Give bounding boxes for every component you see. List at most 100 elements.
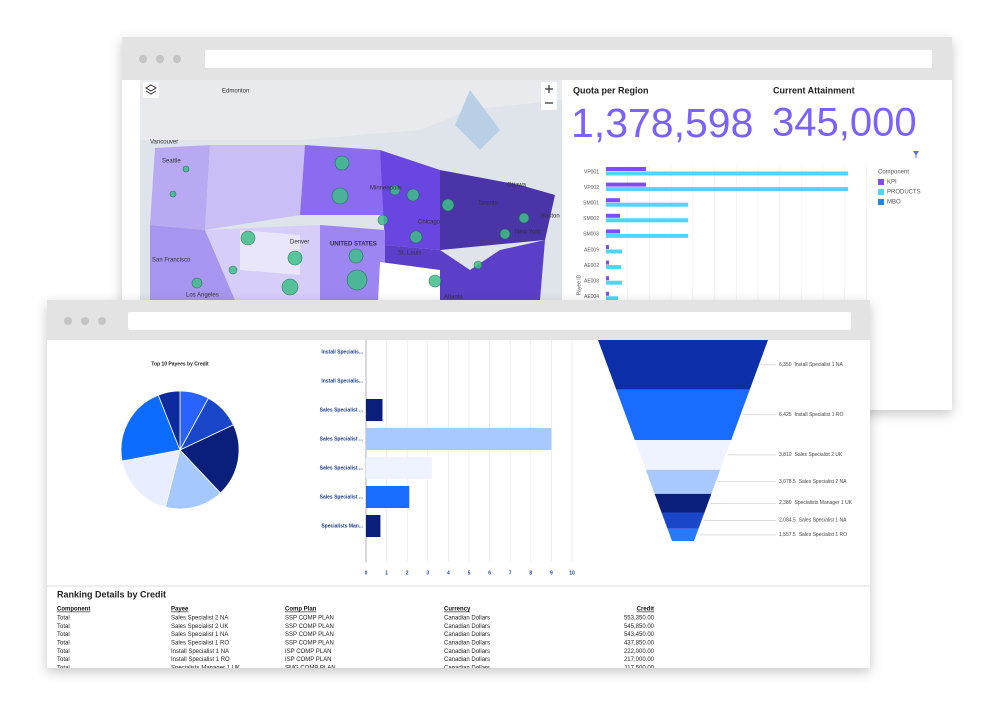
category-label: Install Specialist 1 NA	[795, 362, 844, 368]
y-tick-label: Sales Specialist ...	[320, 407, 364, 413]
table-cell: SSP COMP PLAN	[285, 616, 334, 622]
y-axis-label: Payee ID	[576, 274, 582, 295]
table-cell: SMG COMP PLAN	[285, 665, 336, 671]
map-label: Los Angeles	[186, 293, 219, 299]
bar	[606, 218, 688, 223]
table-cell: SSP COMP PLAN	[285, 640, 334, 646]
pie-slice	[179, 424, 240, 494]
filter-icon[interactable]	[913, 151, 919, 158]
x-tick-label: 10	[569, 570, 575, 576]
map-label: Toronto	[478, 201, 499, 207]
back-window: Edmonton Vancouver Seattle Minneapolis O…	[122, 37, 952, 410]
table-cell: SSP COMP PLAN	[285, 624, 334, 630]
y-tick-label: Sales Specialist ...	[320, 465, 364, 471]
funnel-label: 3,810 Sales Specialist 2 UK	[779, 452, 843, 458]
map-label: Minneapolis	[370, 186, 402, 192]
funnel-segment	[661, 512, 705, 529]
table-cell: Sales Specialist 1 RO	[171, 640, 229, 646]
bar	[606, 167, 646, 171]
table-cell: Total	[57, 640, 70, 646]
bar	[606, 296, 618, 301]
column-header: Currency	[444, 607, 471, 613]
table-cell: Total	[57, 665, 70, 671]
map-label: Boston	[541, 214, 560, 220]
x-tick-label: 1	[385, 570, 388, 576]
pie-slice	[164, 449, 221, 510]
table-cell: ISP COMP PLAN	[285, 657, 331, 663]
address-bar[interactable]	[128, 312, 851, 330]
table-cell: Total	[57, 657, 70, 663]
value-label: 6,425	[779, 412, 792, 418]
category-label: Sales Specialist 2 UK	[795, 452, 843, 458]
bar	[606, 233, 688, 238]
funnel-segment	[598, 340, 768, 390]
bar	[366, 515, 381, 537]
bar	[606, 171, 848, 176]
y-tick-label: Sales Specialist ...	[320, 494, 364, 500]
y-tick-label: Specialists Man...	[321, 523, 363, 529]
column-header: Credit	[637, 607, 654, 613]
table-cell: SSP COMP PLAN	[285, 632, 334, 638]
table-cell: Install Specialist 1 NA	[171, 649, 229, 655]
bar	[606, 213, 620, 218]
table-cell: 437,850.00	[624, 640, 655, 646]
y-tick-label: Install Specialis...	[321, 349, 363, 355]
table-cell: Canadian Dollars	[444, 632, 490, 638]
funnel-segment	[654, 493, 712, 513]
kpi-title: Current Attainment	[773, 85, 855, 95]
category-label: Sales Specialist 1 RO	[799, 532, 847, 538]
y-tick-label: Install Specialis...	[321, 378, 363, 384]
kpi-value: 345,000	[772, 101, 917, 145]
column-header: Component	[57, 607, 90, 613]
legend-label: MBO	[887, 200, 901, 206]
table-cell: 545,850.00	[624, 624, 655, 630]
front-window: Top 10 Payees by Credit 0 1 2 3 4 5 6 7 8 9 10 Insta…	[47, 300, 870, 671]
funnel-label: 2,084.5 Sales Specialist 1 NA	[779, 518, 847, 524]
bar	[606, 198, 620, 203]
category-label: Install Specialist 1 RO	[795, 412, 844, 418]
map-label: Denver	[290, 240, 309, 246]
map-label: Ottawa	[507, 183, 527, 189]
value-label: 3,810	[779, 452, 792, 458]
funnel-segment	[667, 528, 699, 541]
table-cell: ISP COMP PLAN	[285, 649, 331, 655]
funnel-segment	[634, 439, 732, 470]
table-cell: 543,450.00	[624, 632, 655, 638]
map-label: Edmonton	[222, 89, 249, 95]
map-label: San Francisco	[152, 258, 191, 264]
bar	[606, 229, 620, 234]
bar	[606, 182, 646, 187]
pie-slice	[157, 390, 181, 451]
funnel-label: 6,350 Install Specialist 1 NA	[779, 362, 844, 368]
map-label: Vancouver	[150, 140, 178, 146]
bar	[366, 399, 383, 421]
table-cell: Sales Specialist 2 NA	[171, 616, 228, 622]
legend-label: PRODUCTS	[887, 190, 921, 196]
column-header: Comp Plan	[285, 607, 317, 613]
y-tick-label: AE004	[584, 294, 599, 300]
funnel-segment	[645, 469, 721, 494]
column-header: Payee	[171, 607, 189, 613]
y-tick-label: Sales Specialist ...	[320, 436, 364, 442]
funnel-label: 2,380 Specialists Manager 1 UK	[779, 501, 853, 507]
address-bar[interactable]	[205, 50, 932, 68]
payee-chart: Payee ID VP001 VP002 SM001 SM002 SM003 AE009 AE…	[576, 165, 921, 305]
value-label: 3,078.5	[779, 479, 796, 485]
layers-button[interactable]	[143, 82, 159, 98]
y-tick-label: AE009	[584, 247, 599, 253]
bar	[366, 428, 552, 450]
value-label: 2,380	[779, 501, 792, 507]
bar	[366, 457, 432, 479]
table-cell: Specialists Manager 1 UK	[171, 665, 240, 671]
table-cell: Install Specialist 1 RO	[171, 657, 230, 663]
table-cell: Canadian Dollars	[444, 649, 490, 655]
bar	[606, 260, 609, 265]
kpi-title: Quota per Region	[573, 85, 649, 95]
chart-title: Top 10 Payees by Credit	[151, 361, 209, 367]
bar	[606, 276, 609, 281]
funnel-label: 3,078.5 Sales Specialist 2 NA	[779, 479, 847, 485]
bar	[606, 245, 609, 249]
table-cell: 222,000.00	[624, 649, 655, 655]
table-cell: 553,350.00	[624, 616, 655, 622]
dashboard: Top 10 Payees by Credit 0 1 2 3 4 5 6 7 8 9 10 Insta…	[57, 340, 853, 671]
